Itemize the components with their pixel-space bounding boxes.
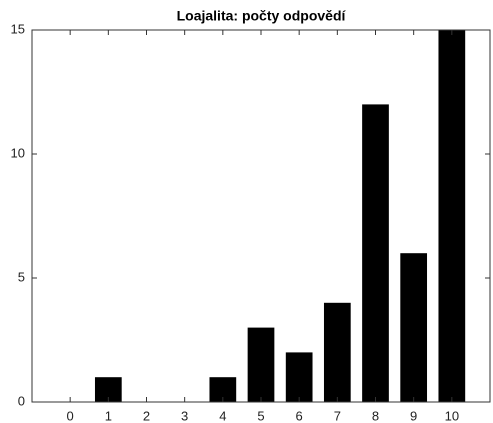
x-tick-label: 8 bbox=[372, 408, 379, 423]
y-tick-label: 15 bbox=[11, 21, 25, 36]
x-tick-label: 2 bbox=[143, 408, 150, 423]
bar bbox=[438, 30, 466, 402]
y-tick-label: 5 bbox=[18, 269, 25, 284]
bar bbox=[323, 302, 351, 402]
x-tick-label: 9 bbox=[410, 408, 417, 423]
x-tick-label: 7 bbox=[334, 408, 341, 423]
bar bbox=[285, 352, 313, 402]
x-tick-label: 1 bbox=[105, 408, 112, 423]
x-tick-label: 6 bbox=[296, 408, 303, 423]
x-tick-label: 5 bbox=[257, 408, 264, 423]
bar bbox=[247, 327, 275, 402]
x-tick-label: 3 bbox=[181, 408, 188, 423]
chart-title: Loajalita: počty odpovědí bbox=[177, 8, 347, 24]
bar bbox=[400, 253, 428, 402]
y-tick-label: 10 bbox=[11, 145, 25, 160]
x-tick-label: 4 bbox=[219, 408, 226, 423]
y-tick-label: 0 bbox=[18, 393, 25, 408]
bar bbox=[362, 104, 389, 403]
x-tick-label: 10 bbox=[445, 408, 459, 423]
x-tick-label: 0 bbox=[67, 408, 74, 423]
